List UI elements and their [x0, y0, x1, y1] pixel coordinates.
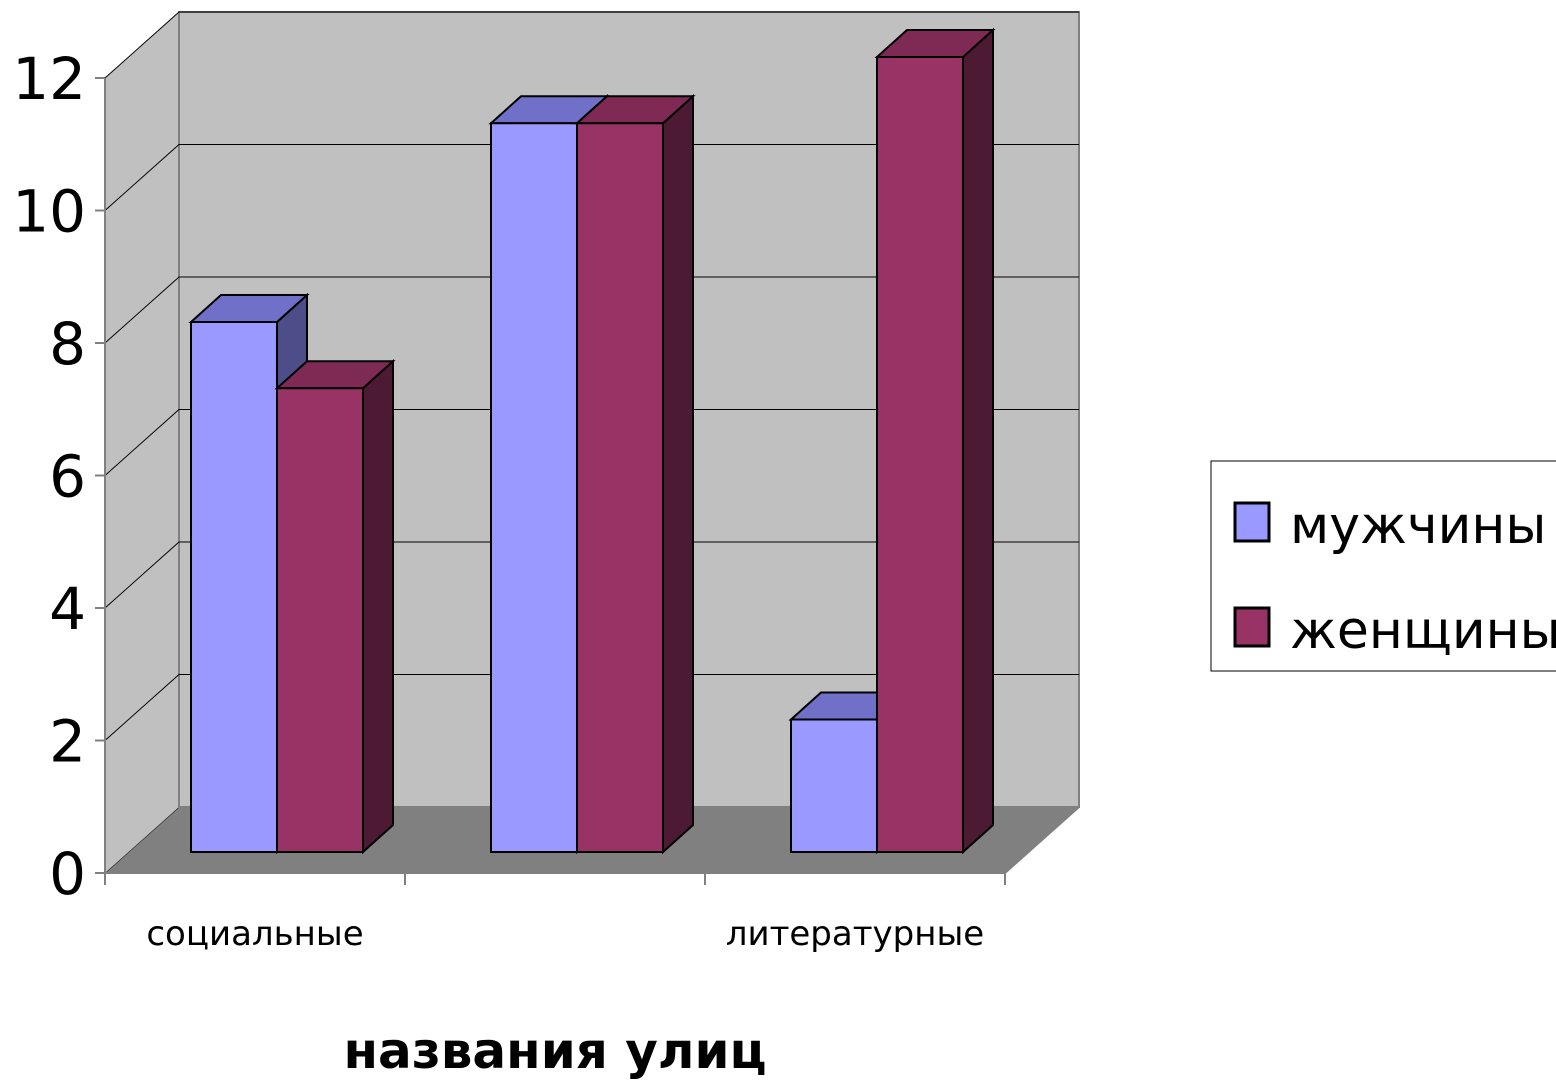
category-labels: социальные литературные — [146, 914, 984, 954]
gridline — [104, 11, 1079, 79]
bar-side — [962, 27, 994, 855]
bar-front — [490, 122, 578, 853]
bars — [188, 27, 996, 855]
bar-women — [874, 27, 996, 855]
y-tick-label: 0 — [49, 840, 86, 908]
legend: мужчины женщины — [1210, 460, 1556, 672]
bar-side — [362, 359, 394, 855]
category-label: литературные — [726, 914, 984, 954]
bar-front — [576, 122, 664, 853]
category-label: социальные — [146, 914, 363, 954]
bar-front — [790, 718, 878, 853]
floor-edge — [1004, 806, 1080, 874]
y-tick-label: 8 — [49, 310, 86, 378]
legend-label: мужчины — [1290, 496, 1546, 556]
bar-women — [274, 359, 396, 855]
gridline — [104, 674, 1079, 741]
y-tick-label: 12 — [12, 45, 86, 113]
gridline — [104, 409, 1079, 476]
gridline — [104, 276, 1079, 344]
y-tick-labels: 0 2 4 6 8 10 12 — [12, 45, 86, 908]
y-tick-label: 10 — [12, 178, 86, 246]
bar-side — [662, 94, 694, 855]
bar-front — [276, 387, 364, 853]
gridline — [104, 541, 1079, 609]
x-axis-title: названия улиц — [343, 1022, 766, 1080]
y-tick-label: 6 — [49, 443, 86, 511]
gridlines — [104, 11, 1079, 741]
y-tick-label: 4 — [49, 575, 86, 643]
legend-swatch — [1233, 606, 1271, 648]
y-tick-label: 2 — [49, 708, 86, 776]
legend-swatch — [1233, 501, 1271, 543]
gridline — [104, 144, 1079, 211]
axes — [95, 77, 1080, 885]
bar-front — [190, 321, 278, 853]
bar-women — [574, 94, 696, 855]
legend-label: женщины — [1290, 601, 1556, 661]
bar-front — [876, 56, 964, 853]
